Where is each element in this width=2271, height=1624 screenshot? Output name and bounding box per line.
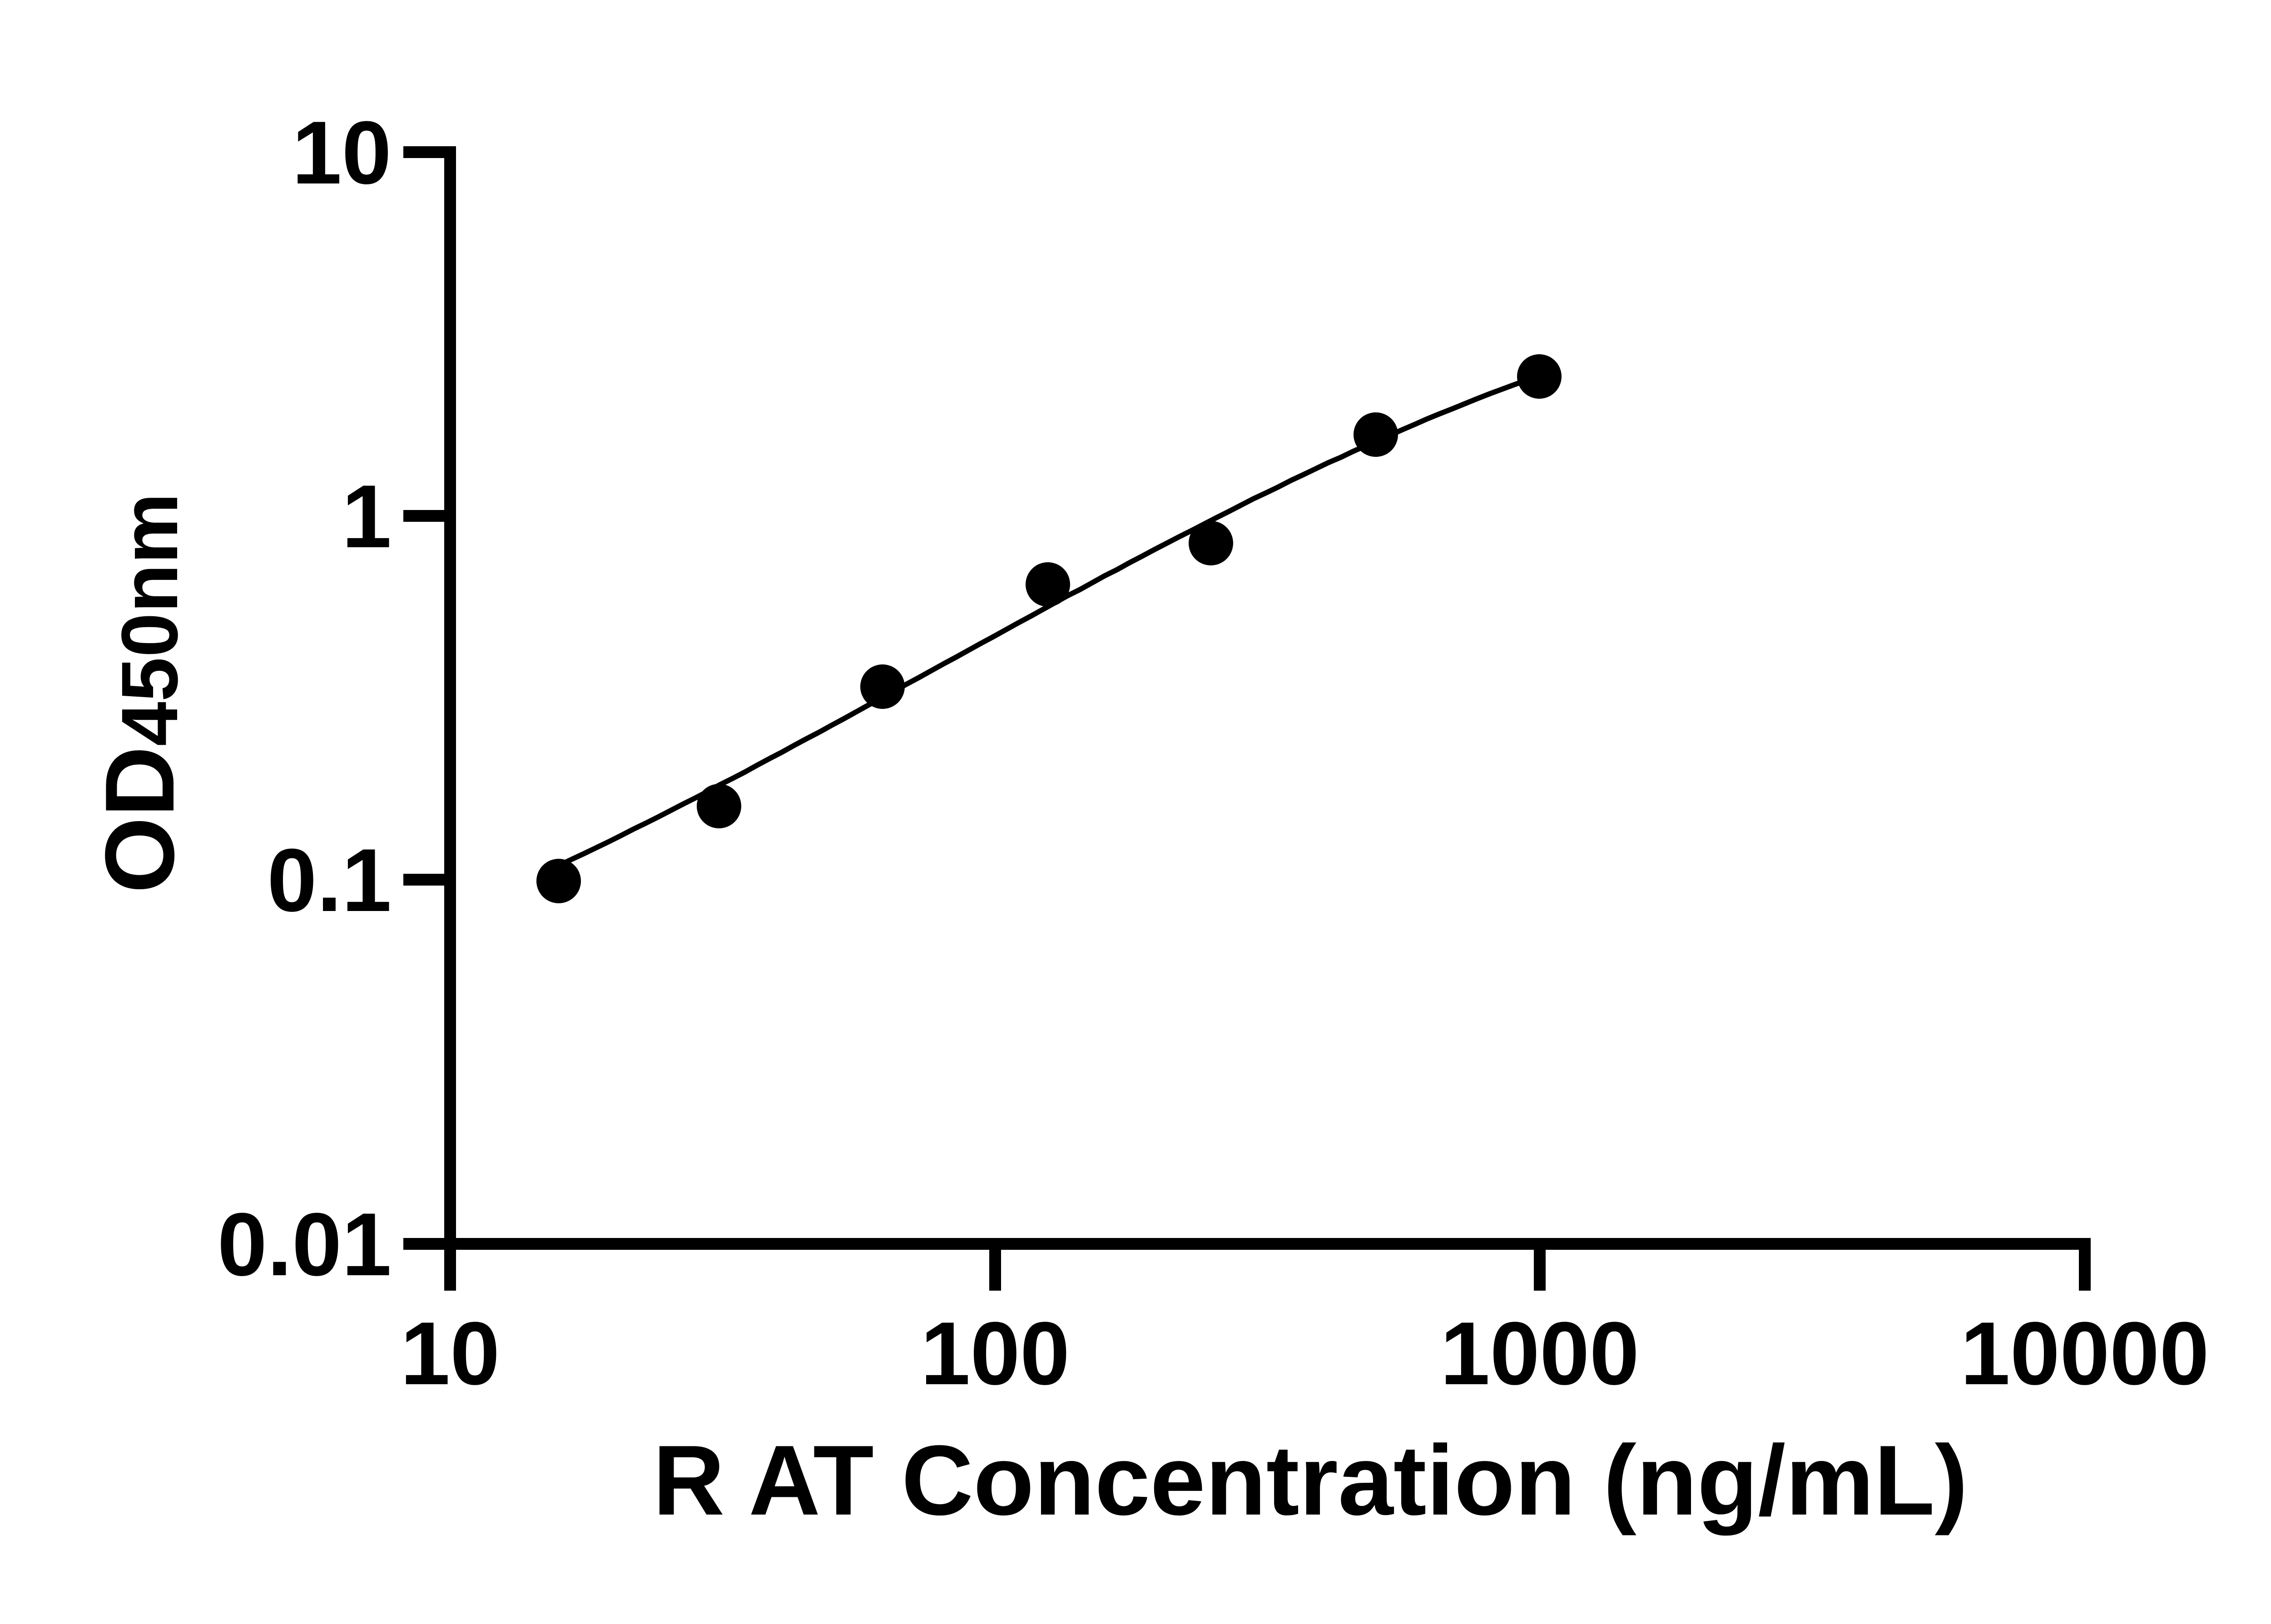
svg-text:R AT Concentration (ng/mL): R AT Concentration (ng/mL) [653, 1425, 1968, 1536]
svg-text:0.1: 0.1 [267, 830, 392, 930]
svg-text:1000: 1000 [1440, 1303, 1639, 1403]
svg-text:10: 10 [292, 103, 392, 203]
svg-text:0.01: 0.01 [218, 1194, 392, 1294]
svg-text:1: 1 [342, 466, 392, 566]
svg-text:10000: 10000 [1960, 1303, 2209, 1403]
svg-text:100: 100 [921, 1303, 1070, 1403]
svg-text:10: 10 [400, 1303, 500, 1403]
